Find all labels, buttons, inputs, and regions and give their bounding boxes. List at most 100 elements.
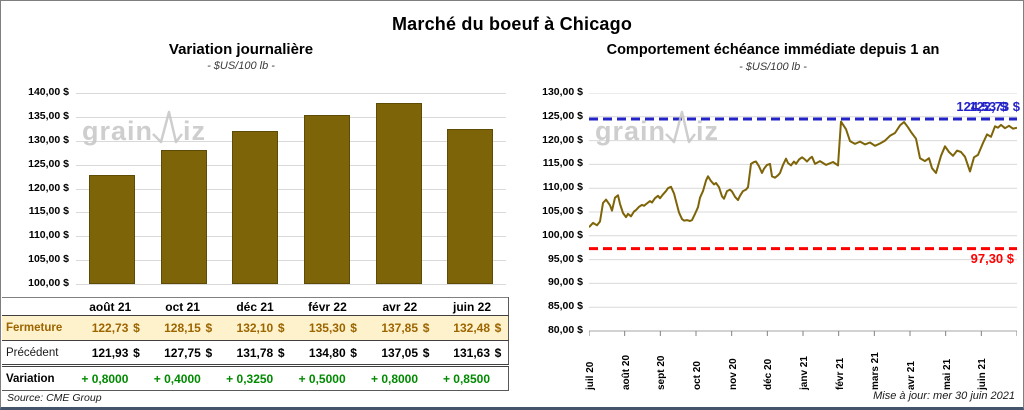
month-header: juin 22 [436,297,509,316]
y-tick-label: 95,00 $ [547,252,583,265]
grainwiz-watermark: grain iz [82,109,206,147]
value-number: 127,75 [164,345,201,360]
watermark-text: grain [82,116,154,146]
value-number: 131,78 [236,345,274,360]
bar-août 21 [88,175,135,284]
y-tick-label: 115,00 $ [542,157,583,170]
currency-sign: $ [205,321,213,335]
x-tick-label: nov 20 [727,358,739,390]
value-cell: 132,10 $ [219,316,291,341]
value-number: 122,73 [91,321,129,335]
bar-chart-subtitle: - $US/100 lb - [207,60,275,72]
y-tick-label: 140,00 $ [28,86,69,98]
price-series-line [588,120,1018,228]
currency-sign: $ [422,321,430,335]
line-chart-title: Comportement échéance immédiate depuis 1… [606,42,940,58]
x-tick-label: avr 21 [906,361,917,390]
x-tick-label: mai 21 [941,358,953,390]
watermark-text: iz [696,116,720,146]
line-plot: grain iz [588,92,1018,339]
value-wrap: + 0,8500 [438,372,506,386]
value-cell: 135,30 $ [291,316,363,341]
value-wrap: + 0,8000 [76,372,144,386]
month-header: déc 21 [218,297,292,316]
currency-sign: $ [350,345,357,360]
value-wrap: + 0,3250 [221,372,289,386]
x-tick-label: sept 20 [656,355,668,390]
y-tick-label: 135,00 $ [28,109,69,122]
gridline [76,140,506,142]
grainwiz-watermark: grain iz [595,109,719,147]
value-cell: 127,75 $ [146,341,218,366]
gridline [76,284,506,285]
high-value-label: 124,53 $ [956,99,1007,114]
y-tick-label: 110,00 $ [542,181,583,194]
value-number: 131,63 [453,345,490,360]
x-tick-label: févr 21 [834,357,846,390]
source-note: Source: CME Group [7,392,102,404]
value-cell: 134,80 $ [291,341,363,366]
table-header-row: août 21 oct 21 déc 21 févr 22 avr 22 juin 22 [2,297,509,316]
bar-juin 22 [447,128,494,284]
line-chart-svg [588,92,1018,336]
y-tick-label: 125,00 $ [542,109,583,122]
value-number: + 0,5000 [298,371,346,386]
row-label: Fermeture [6,322,63,334]
value-wrap: + 0,8000 [366,372,434,386]
value-wrap: 134,80 $ [293,346,361,360]
value-wrap: 122,73 $ [76,321,144,335]
x-tick-label: janv 21 [799,356,810,390]
gridline [76,236,506,238]
value-cell: + 0,5000 [291,366,363,391]
row-label: Précédent [6,346,59,359]
value-cell: + 0,8000 [74,366,146,391]
value-number: 137,85 [381,321,419,335]
x-tick-label: juil 20 [585,361,596,390]
value-number: 132,10 [236,321,274,335]
page-title: Marché du boeuf à Chicago [391,14,633,34]
value-wrap: 128,15 $ [148,321,216,335]
value-number: 121,93 [91,345,129,360]
table-row-previous: Précédent 121,93 $127,75 $131,78 $134,80 $137… [2,341,509,366]
bar-chart-title: Variation journalière [168,41,314,58]
line-chart-subtitle: - $US/100 lb - [739,61,807,73]
update-note: Mise à jour: mer 30 juin 2021 [873,390,1015,402]
value-cell: 132,48 $ [436,316,508,341]
value-cell: 128,15 $ [146,316,218,341]
value-wrap: 137,05 $ [366,346,434,360]
value-wrap: 121,93 $ [76,346,144,360]
gridline [76,260,506,262]
value-cell: 131,78 $ [219,341,291,366]
watermark-text: grain [595,116,667,146]
currency-sign: $ [133,321,140,335]
y-tick-label: 90,00 $ [547,276,583,289]
y-tick-label: 130,00 $ [28,133,69,146]
currency-sign: $ [422,345,430,360]
value-wrap: 137,85 $ [366,321,434,335]
gridline [76,93,506,94]
value-cell: 121,93 $ [74,341,146,366]
currency-sign: $ [494,345,502,360]
value-cell: + 0,8500 [436,366,508,391]
value-number: + 0,8000 [370,371,419,386]
y-tick-label: 130,00 $ [542,86,583,98]
y-tick-label: 80,00 $ [547,324,583,336]
value-number: 137,05 [381,345,419,360]
gridline [76,188,506,190]
y-tick-label: 105,00 $ [542,205,583,217]
value-cell: + 0,4000 [146,366,218,391]
gridline [76,116,506,118]
value-number: + 0,8500 [442,371,490,386]
table-row-close: Fermeture 122,73 $128,15 $132,10 $135,30 $137… [2,315,509,341]
x-tick-label: oct 20 [692,361,703,390]
value-cell: 122,73 $ [74,316,146,341]
bar-plot: grain iz [76,93,506,285]
value-number: + 0,3250 [226,371,274,386]
value-wrap: 132,10 $ [221,321,289,335]
value-cell: 137,85 $ [364,316,436,341]
x-tick-label: juin 21 [977,358,989,390]
value-number: 132,48 [453,321,490,335]
watermark-text: iz [183,116,207,146]
y-tick-label: 110,00 $ [28,229,69,242]
